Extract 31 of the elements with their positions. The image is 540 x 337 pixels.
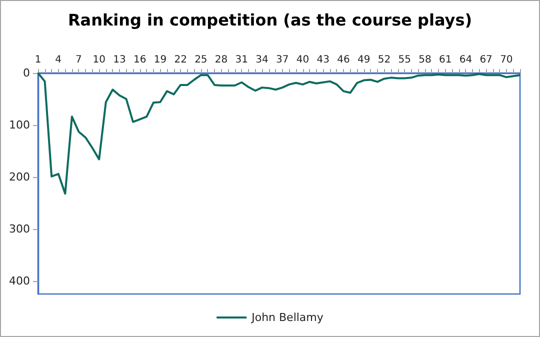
x-tick-label: 58: [418, 54, 432, 66]
x-tick-label: 4: [55, 54, 62, 66]
x-tick-label: 52: [378, 54, 391, 66]
x-tick-label: 19: [154, 54, 167, 66]
x-tick-label: 25: [194, 54, 208, 66]
y-tick-label: 300: [9, 222, 30, 236]
x-tick-label: 64: [459, 54, 472, 66]
x-tick-label: 13: [113, 54, 126, 66]
x-tick-label: 55: [398, 54, 411, 66]
x-tick-label: 67: [480, 54, 492, 66]
x-tick-label: 28: [214, 54, 228, 66]
x-tick-label: 7: [76, 54, 82, 66]
legend-label: John Bellamy: [250, 311, 324, 324]
x-tick-label: 31: [235, 54, 248, 66]
x-tick-label: 16: [133, 54, 146, 66]
x-tick-label: 61: [438, 54, 452, 66]
x-tick-label: 70: [500, 54, 513, 66]
x-tick-label: 49: [357, 54, 370, 66]
y-tick-label: 400: [9, 274, 30, 288]
x-tick-label: 10: [92, 54, 106, 66]
x-tick-label: 40: [296, 54, 310, 66]
y-tick-label: 100: [9, 118, 30, 132]
x-tick-label: 22: [174, 54, 187, 66]
x-tick-label: 37: [276, 54, 289, 66]
x-tick-label: 1: [34, 54, 42, 66]
y-tick-label: 0: [23, 66, 30, 80]
chart-title: Ranking in competition (as the course plays): [68, 10, 472, 30]
x-tick-label: 34: [256, 54, 268, 66]
x-tick-label: 46: [337, 54, 350, 66]
y-tick-label: 200: [9, 170, 30, 184]
x-tick-label: 43: [316, 54, 330, 66]
